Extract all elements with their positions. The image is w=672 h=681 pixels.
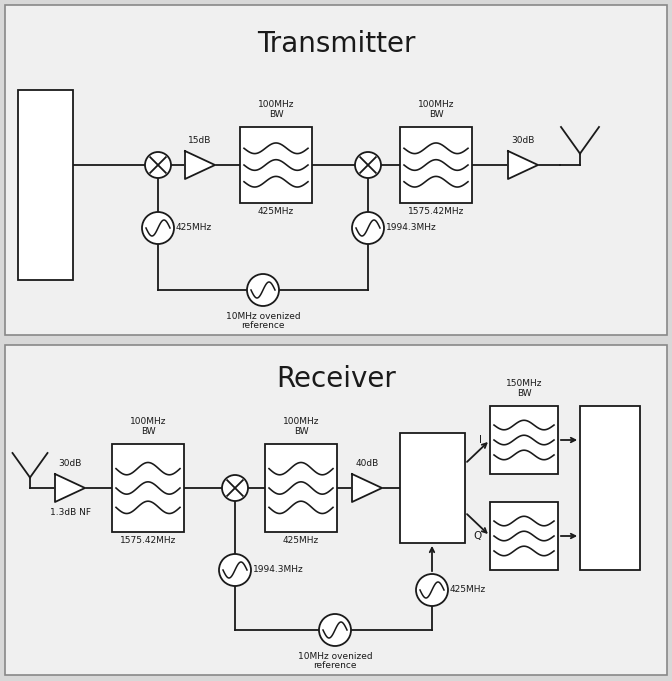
Text: 100MHz: 100MHz [258,100,294,109]
Text: I: I [479,435,482,445]
Text: Transmitter: Transmitter [257,30,415,58]
Polygon shape [508,151,538,179]
Bar [490,406,558,474]
Text: 10MHz ovenized: 10MHz ovenized [298,652,372,661]
Text: Receiver: Receiver [276,365,396,393]
Text: reference: reference [313,661,357,670]
Text: BW: BW [140,427,155,436]
Text: 425MHz: 425MHz [450,586,487,595]
Text: 200MHz DSO: 200MHz DSO [605,460,614,516]
Text: 1994.3MHz: 1994.3MHz [253,565,304,575]
Polygon shape [185,151,215,179]
Text: 425MHz: 425MHz [283,536,319,545]
Circle shape [145,152,171,178]
Text: 1575.42MHz: 1575.42MHz [120,536,176,545]
Text: 30dB: 30dB [511,136,535,145]
Text: 425MHz: 425MHz [258,207,294,216]
Circle shape [247,274,279,306]
Text: 100Mbps Signal Generator: 100Mbps Signal Generator [41,125,50,245]
Polygon shape [352,474,382,502]
Bar [400,433,465,543]
Text: I/Q
demod: I/Q demod [423,473,442,503]
Text: BW: BW [517,389,532,398]
Circle shape [319,614,351,646]
Text: reference: reference [241,321,285,330]
Bar [490,502,558,570]
Bar [5,5,667,335]
Text: 150MHz: 150MHz [506,379,542,388]
Bar [265,444,337,532]
Bar [112,444,184,532]
Circle shape [142,212,174,244]
Text: 1575.42MHz: 1575.42MHz [408,207,464,216]
Circle shape [355,152,381,178]
Bar [18,90,73,280]
Text: 425MHz: 425MHz [176,223,212,232]
Text: 15dB: 15dB [188,136,212,145]
Text: 100MHz: 100MHz [283,417,319,426]
Circle shape [352,212,384,244]
Text: 100MHz: 100MHz [418,100,454,109]
Text: 40dB: 40dB [355,459,378,468]
Text: BW: BW [294,427,308,436]
Text: 1.3dB NF: 1.3dB NF [50,508,91,517]
Bar [240,127,312,203]
Circle shape [219,554,251,586]
Circle shape [222,475,248,501]
Bar [580,406,640,570]
Text: BW: BW [429,110,444,119]
Bar [400,127,472,203]
Text: 1994.3MHz: 1994.3MHz [386,223,437,232]
Text: BW: BW [269,110,284,119]
Circle shape [416,574,448,606]
Text: 30dB: 30dB [58,459,82,468]
Text: Q: Q [474,531,482,541]
Text: 100MHz: 100MHz [130,417,166,426]
Text: 10MHz ovenized: 10MHz ovenized [226,312,300,321]
Polygon shape [55,474,85,502]
Bar [5,345,667,675]
